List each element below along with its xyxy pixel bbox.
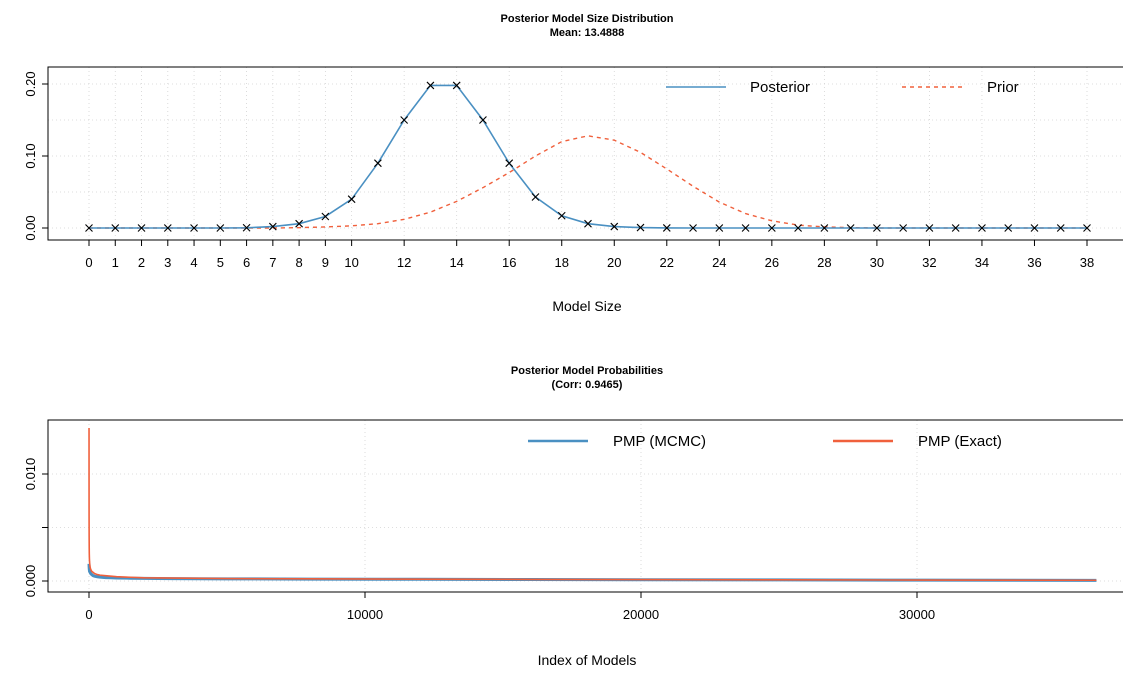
posterior-point: [85, 224, 93, 232]
chart1-grid: [48, 67, 1123, 240]
posterior-point: [873, 224, 881, 232]
chart1-x-tick-label: 12: [397, 255, 411, 270]
chart2-x-tick-label: 20000: [623, 607, 659, 622]
chart1-title: Posterior Model Size Distribution: [501, 13, 674, 25]
chart2-y-tick-label: 0.000: [23, 565, 38, 598]
posterior-point: [584, 219, 592, 228]
chart1-x-tick-label: 14: [449, 255, 463, 270]
chart2-subtitle: (Corr: 0.9465): [552, 379, 623, 391]
chart2-x-axis: 0 10000 20000 30000: [85, 591, 935, 622]
posterior-point: [531, 193, 540, 201]
chart2-y-tick-label: 0.010: [23, 458, 38, 491]
chart2-series: [87, 427, 1097, 582]
chart1-x-tick-label: 2: [138, 255, 145, 270]
posterior-point: [163, 224, 172, 232]
posterior-point: [846, 224, 855, 232]
posterior-point: [925, 224, 934, 232]
legend-posterior-label: Posterior: [750, 79, 810, 96]
chart2-legend: PMP (MCMC) PMP (Exact): [528, 433, 1002, 450]
chart1-x-tick-label: 34: [975, 255, 989, 270]
chart1-x-tick-label: 6: [243, 255, 250, 270]
chart1-x-axis: 0 1 2 3 4 5 6 7 8 9 10 12 14 16 18 20 22 24 26 28 30 32 34 36 38: [85, 240, 1094, 270]
posterior-point: [479, 116, 487, 124]
posterior-point: [1083, 224, 1091, 232]
chart2-x-axis-label: Index of Models: [538, 652, 637, 668]
legend-prior-label: Prior: [987, 79, 1019, 96]
posterior-point: [452, 81, 461, 90]
chart2-x-tick-label: 10000: [347, 607, 383, 622]
posterior-point: [505, 159, 514, 168]
chart2-x-tick-label: 0: [85, 607, 92, 622]
posterior-point: [242, 223, 251, 232]
posterior-line: [89, 84, 1087, 229]
posterior-point: [715, 224, 724, 232]
posterior-point: [557, 211, 566, 220]
posterior-point: [295, 219, 303, 228]
chart1-x-tick-label: 8: [295, 255, 302, 270]
posterior-point: [689, 224, 697, 232]
posterior-point: [767, 224, 776, 232]
pmp-exact-line: [88, 427, 1097, 582]
posterior-point: [978, 224, 986, 232]
chart1-x-tick-label: 26: [765, 255, 779, 270]
posterior-point: [1030, 224, 1039, 232]
posterior-point: [1056, 224, 1065, 232]
posterior-point: [794, 224, 802, 232]
chart1-x-tick-label: 36: [1027, 255, 1041, 270]
chart2-x-tick-label: 30000: [899, 607, 935, 622]
chart1-x-tick-label: 9: [322, 255, 329, 270]
posterior-point: [347, 195, 356, 204]
chart1-x-tick-label: 32: [922, 255, 936, 270]
posterior-point: [1004, 224, 1013, 232]
posterior-point: [216, 224, 225, 232]
chart1-subtitle: Mean: 13.4888: [550, 27, 625, 39]
legend-mcmc-label: PMP (MCMC): [613, 433, 706, 450]
chart1-x-tick-label: 28: [817, 255, 831, 270]
chart1-x-tick-label: 7: [269, 255, 276, 270]
model-size-chart: Posterior Model Size Distribution Mean: …: [23, 13, 1123, 314]
model-probabilities-chart: Posterior Model Probabilities (Corr: 0.9…: [23, 365, 1123, 668]
chart1-y-tick-label: 0.20: [23, 71, 38, 96]
chart1-x-tick-label: 16: [502, 255, 516, 270]
chart1-y-tick-label: 0.10: [23, 143, 38, 168]
posterior-point: [426, 81, 435, 90]
posterior-point: [111, 224, 120, 232]
posterior-point: [951, 224, 960, 232]
posterior-point: [741, 224, 750, 232]
prior-line: [89, 135, 1087, 229]
chart1-x-tick-label: 3: [164, 255, 171, 270]
chart2-title: Posterior Model Probabilities: [511, 365, 663, 377]
posterior-point: [636, 223, 645, 232]
posterior-point: [820, 224, 829, 232]
posterior-point: [137, 224, 146, 232]
chart1-x-tick-label: 10: [344, 255, 358, 270]
posterior-point: [321, 212, 330, 221]
chart1-x-tick-label: 4: [190, 255, 197, 270]
chart1-y-axis: 0.00 0.10 0.20: [23, 71, 49, 241]
chart1-x-tick-label: 24: [712, 255, 726, 270]
chart1-x-tick-label: 0: [85, 255, 92, 270]
chart1-y-tick-label: 0.00: [23, 215, 38, 240]
chart1-x-tick-label: 20: [607, 255, 621, 270]
posterior-point: [268, 222, 277, 231]
posterior-point: [374, 159, 382, 168]
chart1-x-tick-label: 18: [555, 255, 569, 270]
chart1-legend: Posterior Prior: [666, 79, 1019, 96]
posterior-point: [899, 224, 908, 232]
chart1-plot-frame: [47, 66, 1123, 241]
chart2-y-axis: 0.000 0.010: [23, 458, 49, 598]
legend-exact-label: PMP (Exact): [918, 433, 1002, 450]
chart1-x-axis-label: Model Size: [552, 298, 621, 314]
posterior-point: [400, 116, 409, 124]
chart1-x-tick-label: 1: [112, 255, 119, 270]
chart1-x-tick-label: 38: [1080, 255, 1094, 270]
posterior-point: [610, 222, 619, 231]
chart1-x-tick-label: 30: [870, 255, 884, 270]
chart1-x-tick-label: 22: [660, 255, 674, 270]
chart1-x-tick-label: 5: [217, 255, 224, 270]
posterior-point: [662, 224, 671, 232]
chart1-series: [85, 81, 1091, 232]
posterior-point: [190, 224, 198, 232]
